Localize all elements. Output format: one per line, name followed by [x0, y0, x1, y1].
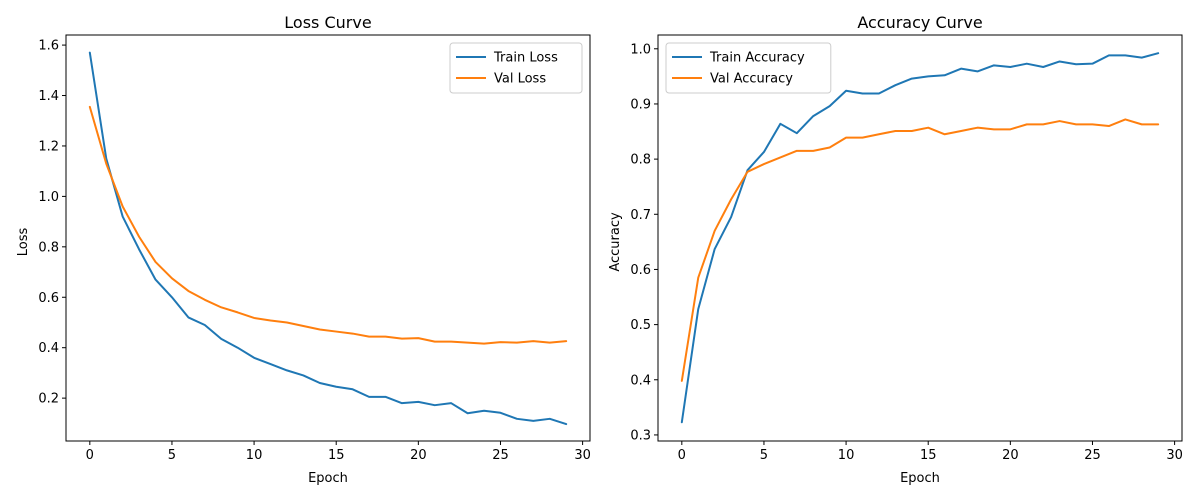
x-tick-label: 20 [1002, 448, 1019, 463]
x-tick-label: 0 [86, 448, 94, 463]
legend-label: Val Accuracy [710, 72, 793, 87]
x-tick-label: 25 [492, 448, 509, 463]
x-tick-label: 15 [920, 448, 937, 463]
chart-title: Accuracy Curve [857, 13, 982, 32]
y-tick-label: 0.7 [630, 208, 651, 223]
y-tick-label: 1.6 [38, 39, 59, 54]
plot-frame [657, 34, 1183, 442]
legend-label: Train Loss [493, 51, 558, 66]
y-tick-label: 1.0 [38, 190, 59, 205]
y-tick-label: 0.8 [38, 240, 59, 255]
x-tick-label: 10 [838, 448, 855, 463]
x-tick-label: 30 [1166, 448, 1183, 463]
y-tick-label: 1.2 [38, 139, 59, 154]
x-tick-label: 30 [574, 448, 591, 463]
y-tick-label: 0.3 [630, 428, 651, 443]
x-tick-label: 5 [760, 448, 768, 463]
legend-label: Train Accuracy [709, 51, 805, 66]
y-tick-label: 0.6 [630, 263, 651, 278]
y-tick-label: 0.5 [630, 318, 651, 333]
x-tick-label: 0 [678, 448, 686, 463]
x-axis-label: Epoch [308, 471, 348, 486]
y-tick-label: 0.6 [38, 291, 59, 306]
y-tick-label: 0.4 [630, 373, 651, 388]
accuracy-chart: Accuracy Curve Epoch Accuracy 0 5 10 15 20 25… [608, 13, 1183, 486]
legend-box [449, 42, 583, 94]
y-tick-label: 0.4 [38, 341, 59, 356]
chart-title: Loss Curve [284, 13, 371, 32]
y-tick-label: 1.0 [630, 42, 651, 57]
plot-frame [65, 34, 591, 442]
y-axis-label: Accuracy [608, 212, 623, 272]
y-tick-label: 0.8 [630, 153, 651, 168]
legend-label: Val Loss [494, 72, 546, 87]
x-axis-label: Epoch [900, 471, 940, 486]
x-tick-label: 10 [246, 448, 263, 463]
y-tick-label: 0.9 [630, 97, 651, 112]
legend: Train Loss Val Loss [449, 42, 583, 94]
legend: Train Accuracy Val Accuracy [665, 42, 832, 94]
legend-box [665, 42, 832, 94]
series-line-train-accuracy [680, 52, 1160, 424]
y-tick-label: 1.4 [38, 89, 59, 104]
y-tick-label: 0.2 [38, 392, 59, 407]
series-line-val-loss [88, 105, 568, 345]
series-line-train-loss [88, 51, 568, 426]
y-axis-label: Loss [16, 228, 31, 257]
x-tick-label: 15 [328, 448, 345, 463]
series-line-val-accuracy [680, 118, 1160, 382]
loss-chart: Loss Curve Epoch Loss 0 5 10 15 20 25 30 0.2 0.4… [16, 13, 591, 486]
x-tick-label: 5 [168, 448, 176, 463]
x-tick-label: 20 [410, 448, 427, 463]
x-tick-label: 25 [1084, 448, 1101, 463]
